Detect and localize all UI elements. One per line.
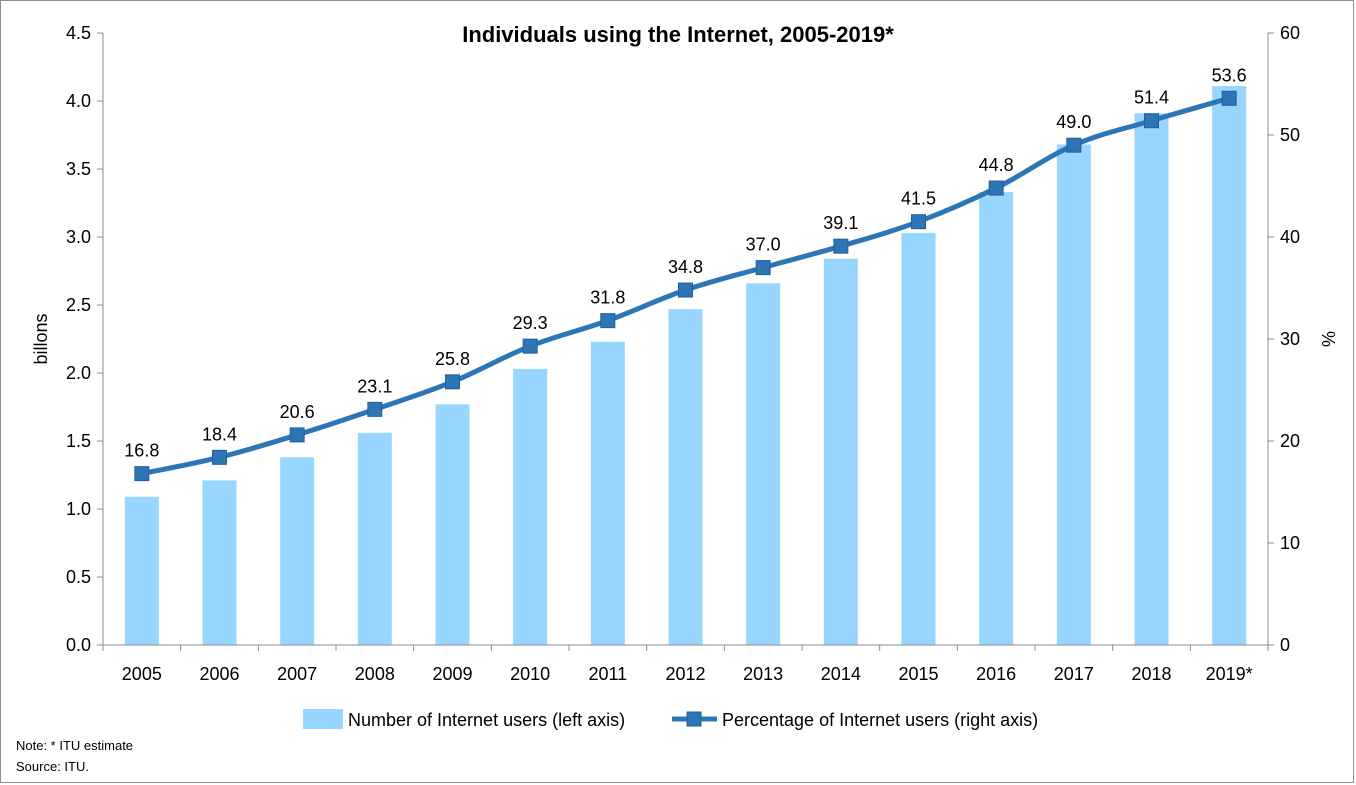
legend-bar-swatch (303, 709, 343, 729)
data-label: 20.6 (280, 402, 315, 422)
data-label: 53.6 (1212, 65, 1247, 85)
line-marker (1144, 113, 1159, 129)
x-tick-label: 2011 (588, 664, 627, 684)
line-marker (367, 401, 383, 417)
note-text: Note: * ITU estimate (16, 738, 134, 753)
x-tick-label: 2010 (510, 664, 550, 684)
line-marker (600, 313, 616, 329)
bar (979, 192, 1014, 645)
legend-line-marker (686, 711, 702, 727)
bar (1056, 144, 1091, 645)
bar (435, 404, 470, 645)
left-axis-ticks: 0.0 0.5 1.0 1.5 2.0 2.5 3.0 3.5 4.0 4.5 (66, 23, 103, 655)
right-tick-label: 20 (1280, 431, 1300, 451)
source-text: Source: ITU. (16, 759, 89, 774)
bar (357, 432, 392, 645)
legend: Number of Internet users (left axis) Per… (303, 709, 1038, 730)
y-axis-label: billons (31, 313, 51, 364)
bar (823, 258, 858, 645)
right-tick-label: 50 (1280, 125, 1300, 145)
line-marker (833, 238, 849, 254)
data-label: 44.8 (979, 155, 1014, 175)
x-axis-ticks: 2005 2006 2007 2008 2009 2010 2011 2012 2013 2014… (122, 664, 1253, 684)
bar (746, 283, 781, 645)
left-tick-label: 4.5 (66, 23, 91, 43)
legend-line-label: Percentage of Internet users (right axis… (722, 710, 1038, 730)
line-marker (1066, 137, 1082, 153)
data-label: 16.8 (124, 441, 159, 461)
line-marker (522, 338, 538, 354)
x-tick-label: 2016 (976, 664, 1016, 684)
bar (202, 480, 237, 645)
chart-title: Individuals using the Internet, 2005-201… (462, 22, 894, 47)
left-tick-label: 4.0 (66, 91, 91, 111)
bar (1212, 86, 1247, 646)
left-tick-label: 0.0 (66, 635, 91, 655)
x-tick-label: 2007 (277, 664, 317, 684)
data-label: 39.1 (823, 213, 858, 233)
bar (280, 457, 315, 645)
data-label: 29.3 (513, 313, 548, 333)
line-marker (988, 180, 1004, 196)
right-tick-label: 40 (1280, 227, 1300, 247)
left-tick-label: 1.0 (66, 499, 91, 519)
x-tick-label: 2012 (665, 664, 705, 684)
line-marker (1221, 90, 1237, 106)
line-series: 16.8 18.4 20.6 23.1 25.8 29.3 31.8 34.8 37.0 39.1… (124, 65, 1247, 482)
bar (513, 368, 548, 645)
left-tick-label: 3.5 (66, 159, 91, 179)
left-tick-label: 3.0 (66, 227, 91, 247)
x-tick-label: 2017 (1054, 664, 1094, 684)
x-tick-label: 2008 (355, 664, 395, 684)
bar (1134, 113, 1169, 646)
bar (668, 309, 703, 645)
data-label: 31.8 (590, 288, 625, 308)
data-label: 51.4 (1134, 88, 1169, 108)
bar (124, 496, 159, 645)
right-tick-label: 60 (1280, 23, 1300, 43)
data-label: 18.4 (202, 424, 237, 444)
line-marker (911, 214, 926, 230)
line-marker (134, 466, 150, 482)
data-label: 23.1 (357, 376, 392, 396)
data-label: 41.5 (901, 189, 936, 209)
line-marker (289, 427, 305, 443)
left-tick-label: 0.5 (66, 567, 91, 587)
bar-series (124, 86, 1247, 646)
bar (901, 232, 936, 646)
line-marker (445, 374, 460, 390)
right-axis-ticks: 0 10 20 30 40 50 60 (1268, 23, 1300, 655)
legend-bar-label: Number of Internet users (left axis) (348, 710, 625, 730)
x-tick-label: 2009 (432, 664, 472, 684)
x-tick-label: 2013 (743, 664, 783, 684)
line-marker (212, 449, 227, 465)
axes (102, 33, 1269, 651)
x-tick-label: 2018 (1131, 664, 1171, 684)
left-tick-label: 2.0 (66, 363, 91, 383)
data-label: 34.8 (668, 257, 703, 277)
right-tick-label: 30 (1280, 329, 1300, 349)
data-label: 25.8 (435, 349, 470, 369)
right-tick-label: 0 (1280, 635, 1290, 655)
y2-axis-label: % (1318, 331, 1338, 347)
line-marker (755, 260, 771, 276)
right-tick-label: 10 (1280, 533, 1300, 553)
x-tick-label: 2005 (122, 664, 162, 684)
x-tick-label: 2006 (199, 664, 239, 684)
left-tick-label: 2.5 (66, 295, 91, 315)
data-label: 49.0 (1056, 112, 1091, 132)
line-marker (678, 282, 693, 298)
x-tick-label: 2015 (898, 664, 938, 684)
bar (590, 341, 625, 645)
left-tick-label: 1.5 (66, 431, 91, 451)
x-tick-label: 2014 (821, 664, 861, 684)
data-label: 37.0 (746, 235, 781, 255)
x-tick-label: 2019* (1206, 664, 1253, 684)
